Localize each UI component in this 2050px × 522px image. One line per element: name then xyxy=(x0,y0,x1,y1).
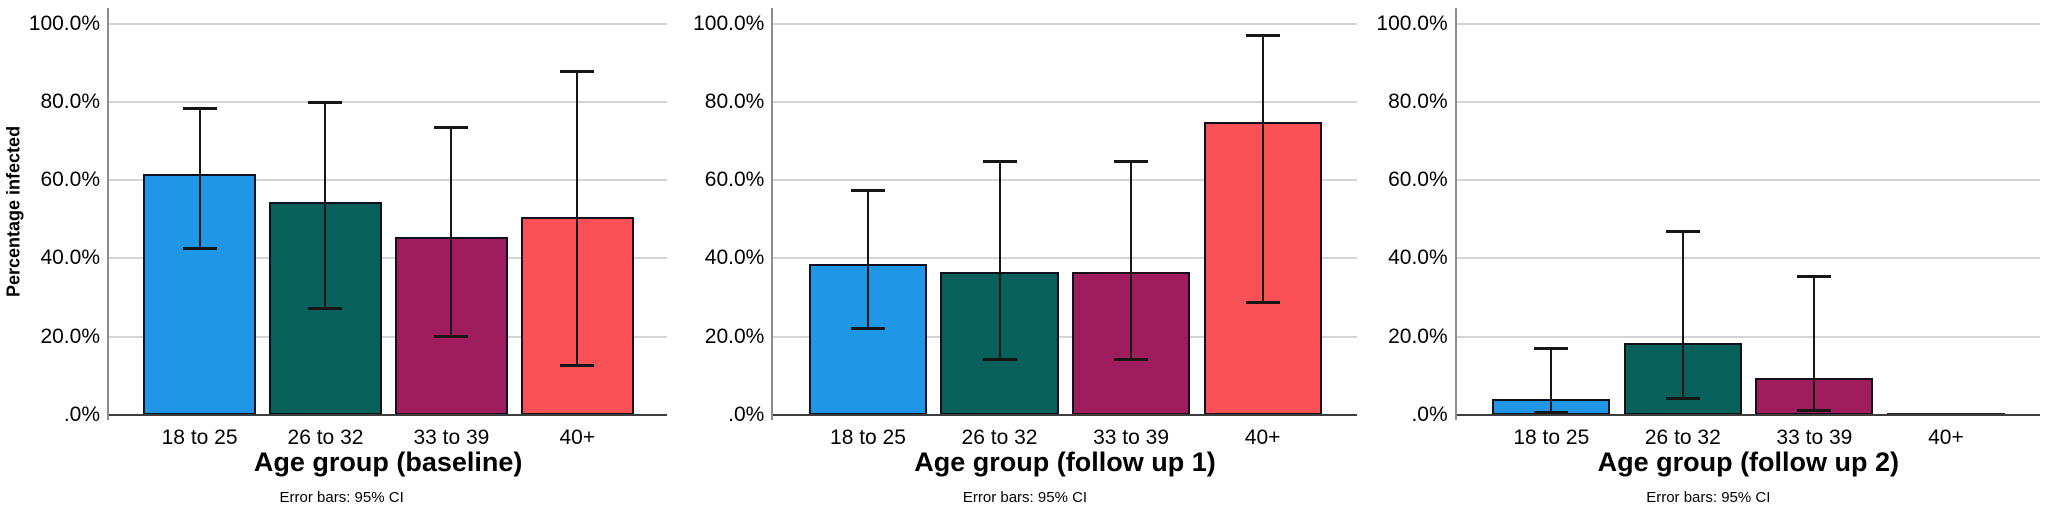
gridline xyxy=(1456,179,2040,182)
error-bar-line xyxy=(1813,276,1816,412)
error-bars-footnote: Error bars: 95% CI xyxy=(1646,489,1771,506)
y-tick-label: 20.0% xyxy=(1388,324,1448,348)
x-tick-label: 40+ xyxy=(559,426,596,449)
x-axis-baseline xyxy=(109,414,668,416)
y-tick-label: 60.0% xyxy=(704,168,765,192)
plot-area: .0% 20.0% 40.0% 60.0% 80.0% 100.0% 18 to 25 26 … xyxy=(1376,8,2040,449)
x-tick-label: 18 to 25 xyxy=(161,426,238,449)
gridline xyxy=(773,257,1357,260)
error-bar-cap xyxy=(1245,34,1280,38)
error-bar-cap xyxy=(1534,411,1569,415)
chart-panel-baseline: Percentage infected .0% 20.0% 40.0% 60.0% 80… xyxy=(0,0,683,522)
error-bar-line xyxy=(1261,35,1264,304)
y-tick-label: 20.0% xyxy=(704,324,765,348)
gridline xyxy=(773,335,1357,338)
error-bar-line xyxy=(450,127,453,337)
error-bar-cap xyxy=(182,246,217,250)
error-bar-line xyxy=(324,101,327,310)
x-tick-label: 18 to 25 xyxy=(1513,426,1590,449)
error-bar-cap xyxy=(1245,301,1280,305)
error-bar-line xyxy=(1130,160,1133,361)
error-bar-cap xyxy=(1797,275,1832,279)
x-axis-title: Age group (follow up 2) xyxy=(1597,447,1900,477)
error-bar-cap xyxy=(1665,230,1700,234)
x-axis-baseline xyxy=(1456,414,2040,416)
x-axis-baseline xyxy=(773,414,1357,416)
error-bar-cap xyxy=(1665,397,1700,401)
error-bar-line xyxy=(1550,348,1553,414)
error-bar-cap xyxy=(850,326,885,330)
error-bar-line xyxy=(866,189,869,329)
y-axis-title: Percentage infected xyxy=(3,125,24,298)
gridline xyxy=(773,179,1357,182)
plot-area: .0% 20.0% 40.0% 60.0% 80.0% 100.0% 18 to 25 26 … xyxy=(693,8,1357,449)
error-bar-cap xyxy=(982,159,1017,163)
gridline xyxy=(1456,100,2040,103)
error-bar-cap xyxy=(182,106,217,110)
x-tick-label: 26 to 32 xyxy=(287,426,364,449)
error-bars-footnote: Error bars: 95% CI xyxy=(962,489,1088,506)
gridline xyxy=(109,257,668,260)
error-bar-cap xyxy=(434,334,469,338)
chart-panel-follow-up-2: .0% 20.0% 40.0% 60.0% 80.0% 100.0% 18 to 25 26 … xyxy=(1367,0,2050,522)
x-tick-label: 40+ xyxy=(1928,426,1964,449)
error-bar-line xyxy=(1681,231,1684,400)
error-bar-cap xyxy=(1114,159,1149,163)
error-bar-cap xyxy=(1534,347,1569,351)
error-bar-line xyxy=(576,70,579,367)
y-tick-label: 100.0% xyxy=(28,11,100,35)
error-bar-cap xyxy=(982,358,1017,362)
y-tick-label: 20.0% xyxy=(40,324,100,348)
gridline xyxy=(1456,22,2040,25)
gridline xyxy=(109,100,668,103)
error-bar-cap xyxy=(1114,358,1149,362)
x-axis-title: Age group (baseline) xyxy=(253,447,523,477)
error-bar-cap xyxy=(308,307,343,311)
x-tick-label: 18 to 25 xyxy=(830,426,906,449)
y-tick-label: .0% xyxy=(63,403,100,426)
error-bar-cap xyxy=(560,69,595,73)
y-tick-label: .0% xyxy=(728,403,765,426)
error-bar-line xyxy=(198,107,201,249)
error-bar-cap xyxy=(434,126,469,130)
chart-panel-follow-up-1: .0% 20.0% 40.0% 60.0% 80.0% 100.0% 18 to 25 26 … xyxy=(683,0,1366,522)
x-tick-label: 26 to 32 xyxy=(1644,426,1721,449)
x-tick-label: 33 to 39 xyxy=(1776,426,1853,449)
error-bar-cap xyxy=(850,188,885,192)
y-tick-label: 80.0% xyxy=(40,89,100,113)
plot-area: .0% 20.0% 40.0% 60.0% 80.0% 100.0% 18 to 25 26 … xyxy=(29,8,668,449)
x-tick-label: 33 to 39 xyxy=(413,426,490,449)
gridline xyxy=(109,22,668,25)
gridline xyxy=(773,100,1357,103)
gridline xyxy=(109,335,668,338)
y-tick-label: .0% xyxy=(1411,403,1448,426)
x-axis-title: Age group (follow up 1) xyxy=(914,447,1216,477)
gridline xyxy=(773,22,1357,25)
error-bar-cap xyxy=(308,100,343,104)
x-tick-label: 40+ xyxy=(1244,426,1281,449)
y-tick-label: 60.0% xyxy=(1388,168,1448,192)
y-tick-label: 80.0% xyxy=(1388,89,1448,113)
gridline xyxy=(109,179,668,182)
error-bar-cap xyxy=(560,364,595,368)
y-axis-line xyxy=(771,8,774,420)
gridline xyxy=(1456,257,2040,260)
error-bar-line xyxy=(998,160,1001,361)
y-tick-label: 40.0% xyxy=(40,246,100,270)
error-bar-cap xyxy=(1797,409,1832,413)
y-tick-label: 40.0% xyxy=(704,246,765,270)
y-axis-line xyxy=(107,8,109,420)
x-tick-label: 26 to 32 xyxy=(961,426,1038,449)
y-tick-label: 40.0% xyxy=(1388,246,1448,270)
error-bars-footnote: Error bars: 95% CI xyxy=(279,489,404,506)
gridline xyxy=(1456,335,2040,338)
y-tick-label: 100.0% xyxy=(1376,11,1448,35)
y-tick-label: 80.0% xyxy=(704,89,765,113)
y-tick-label: 60.0% xyxy=(40,168,100,192)
x-tick-label: 33 to 39 xyxy=(1093,426,1169,449)
y-tick-label: 100.0% xyxy=(693,11,765,35)
y-axis-line xyxy=(1454,8,1457,420)
